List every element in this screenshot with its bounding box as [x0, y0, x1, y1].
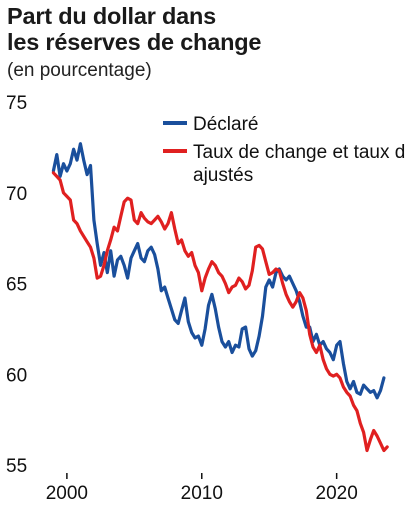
legend-label-ajuste-line-2: ajustés — [193, 165, 253, 186]
chart-title-line-2: les réserves de change — [7, 29, 262, 55]
chart-title: Part du dollar dans les réserves de chan… — [7, 3, 261, 55]
chart-subtitle: (en pourcentage) — [7, 60, 152, 81]
y-tick-label: 55 — [6, 456, 27, 477]
chart-axes: 75 70 65 60 55 2000 2010 2020 — [6, 93, 358, 504]
legend-label-declare: Déclaré — [193, 114, 258, 135]
y-tick-label: 60 — [6, 365, 27, 386]
y-tick-label: 75 — [6, 93, 27, 114]
series-line-declare — [51, 142, 386, 400]
chart-series — [51, 142, 389, 453]
x-tick-label: 2010 — [181, 483, 223, 504]
series-line-ajuste — [51, 171, 389, 453]
chart-legend: Déclaré Taux de change et taux d’intérêta… — [163, 114, 405, 186]
x-tick-label: 2020 — [316, 483, 358, 504]
y-tick-label: 65 — [6, 275, 27, 296]
x-tick-label: 2000 — [46, 483, 88, 504]
legend-label-ajuste: Taux de change et taux d’intérêtajustés — [193, 142, 405, 186]
legend-label-ajuste-line-1: Taux de change et taux d’intérêt — [193, 142, 405, 163]
chart-title-line-1: Part du dollar dans — [7, 3, 217, 29]
y-tick-label: 70 — [6, 184, 27, 205]
